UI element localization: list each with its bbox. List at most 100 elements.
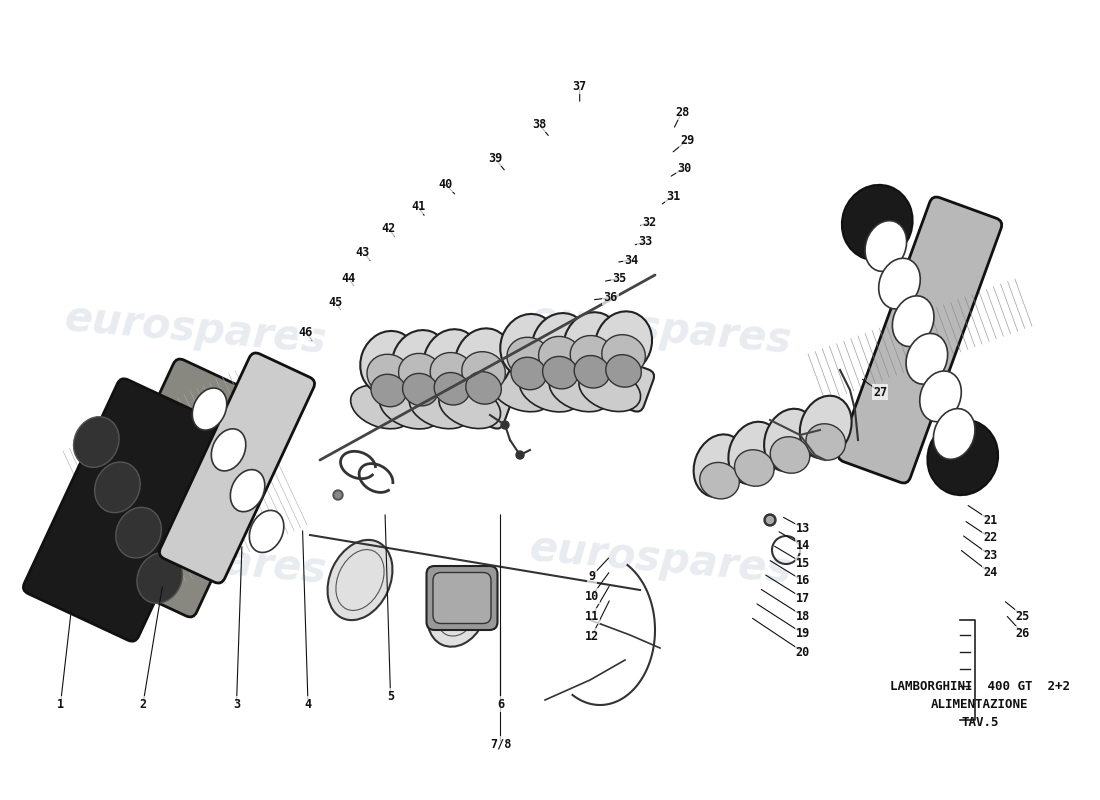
Text: 40: 40 bbox=[439, 178, 452, 190]
Text: 32: 32 bbox=[642, 216, 656, 229]
Text: 17: 17 bbox=[796, 592, 810, 605]
FancyBboxPatch shape bbox=[23, 378, 233, 642]
Ellipse shape bbox=[116, 507, 162, 558]
Text: 6: 6 bbox=[497, 698, 504, 710]
Text: eurospares: eurospares bbox=[62, 528, 328, 592]
FancyBboxPatch shape bbox=[160, 353, 315, 583]
Text: 19: 19 bbox=[796, 627, 810, 640]
Ellipse shape bbox=[351, 386, 412, 429]
Ellipse shape bbox=[439, 385, 500, 429]
Ellipse shape bbox=[694, 434, 746, 497]
Text: eurospares: eurospares bbox=[527, 298, 793, 362]
Ellipse shape bbox=[379, 386, 441, 429]
FancyBboxPatch shape bbox=[427, 566, 497, 630]
Ellipse shape bbox=[879, 258, 921, 309]
Circle shape bbox=[333, 490, 343, 500]
Ellipse shape bbox=[595, 311, 652, 374]
Text: 39: 39 bbox=[488, 152, 502, 165]
Ellipse shape bbox=[230, 470, 265, 512]
Ellipse shape bbox=[371, 374, 407, 406]
Text: 9: 9 bbox=[588, 570, 595, 582]
Ellipse shape bbox=[95, 462, 140, 513]
Circle shape bbox=[516, 451, 524, 459]
Text: 42: 42 bbox=[382, 222, 395, 234]
Ellipse shape bbox=[549, 368, 610, 412]
Circle shape bbox=[767, 517, 773, 523]
Text: 23: 23 bbox=[983, 549, 997, 562]
FancyBboxPatch shape bbox=[81, 359, 288, 617]
Text: 28: 28 bbox=[675, 106, 689, 118]
Ellipse shape bbox=[512, 358, 547, 390]
Text: 10: 10 bbox=[585, 590, 598, 602]
Ellipse shape bbox=[398, 354, 442, 394]
Ellipse shape bbox=[392, 330, 449, 393]
Text: 35: 35 bbox=[613, 272, 626, 285]
FancyBboxPatch shape bbox=[366, 342, 514, 429]
Text: 3: 3 bbox=[233, 698, 240, 710]
Text: 36: 36 bbox=[604, 291, 617, 304]
Ellipse shape bbox=[428, 578, 486, 646]
Text: 13: 13 bbox=[796, 522, 810, 534]
Ellipse shape bbox=[579, 368, 640, 411]
Text: 16: 16 bbox=[796, 574, 810, 587]
Ellipse shape bbox=[367, 354, 410, 394]
Ellipse shape bbox=[865, 221, 906, 271]
Ellipse shape bbox=[424, 330, 481, 392]
Text: 22: 22 bbox=[983, 531, 997, 544]
Text: 1: 1 bbox=[57, 698, 64, 710]
Ellipse shape bbox=[700, 462, 739, 499]
Text: 27: 27 bbox=[873, 386, 887, 398]
Ellipse shape bbox=[764, 409, 816, 471]
Text: eurospares: eurospares bbox=[527, 528, 793, 592]
Circle shape bbox=[764, 514, 776, 526]
Ellipse shape bbox=[462, 352, 505, 392]
Text: 33: 33 bbox=[639, 235, 652, 248]
Ellipse shape bbox=[806, 424, 846, 460]
FancyBboxPatch shape bbox=[838, 197, 1002, 483]
Text: eurospares: eurospares bbox=[62, 298, 328, 362]
Ellipse shape bbox=[906, 334, 947, 384]
Text: ALIMENTAZIONE: ALIMENTAZIONE bbox=[932, 698, 1028, 711]
Ellipse shape bbox=[927, 420, 998, 495]
Text: 43: 43 bbox=[356, 246, 370, 258]
Text: 41: 41 bbox=[411, 200, 425, 213]
Text: 24: 24 bbox=[983, 566, 997, 579]
Text: 5: 5 bbox=[387, 690, 394, 702]
Ellipse shape bbox=[465, 372, 502, 404]
FancyBboxPatch shape bbox=[506, 324, 654, 412]
Ellipse shape bbox=[800, 396, 851, 458]
Ellipse shape bbox=[570, 335, 614, 376]
Ellipse shape bbox=[360, 331, 417, 394]
Ellipse shape bbox=[892, 296, 934, 346]
FancyBboxPatch shape bbox=[433, 573, 491, 623]
Ellipse shape bbox=[539, 336, 582, 377]
Text: 30: 30 bbox=[678, 162, 691, 174]
Text: 45: 45 bbox=[329, 296, 342, 309]
Text: 15: 15 bbox=[796, 557, 810, 570]
Circle shape bbox=[336, 492, 341, 498]
Text: 7/8: 7/8 bbox=[490, 738, 512, 750]
Ellipse shape bbox=[519, 369, 581, 412]
Text: 26: 26 bbox=[1016, 627, 1030, 640]
Ellipse shape bbox=[606, 354, 641, 387]
Ellipse shape bbox=[430, 353, 474, 393]
Text: 37: 37 bbox=[573, 80, 586, 93]
Text: LAMBORGHINI  400 GT  2+2: LAMBORGHINI 400 GT 2+2 bbox=[890, 680, 1070, 693]
Text: 20: 20 bbox=[796, 646, 810, 658]
Ellipse shape bbox=[842, 185, 913, 260]
Ellipse shape bbox=[211, 429, 245, 471]
Ellipse shape bbox=[409, 386, 471, 429]
Ellipse shape bbox=[542, 356, 579, 389]
Text: 11: 11 bbox=[585, 610, 598, 622]
Text: 18: 18 bbox=[796, 610, 810, 622]
Text: 38: 38 bbox=[532, 118, 546, 130]
Ellipse shape bbox=[455, 328, 513, 391]
Text: 34: 34 bbox=[625, 254, 638, 266]
Text: 25: 25 bbox=[1016, 610, 1030, 622]
Text: 4: 4 bbox=[305, 698, 311, 710]
Text: 29: 29 bbox=[681, 134, 694, 146]
Ellipse shape bbox=[192, 388, 227, 430]
Ellipse shape bbox=[735, 450, 774, 486]
Text: 46: 46 bbox=[299, 326, 312, 338]
Ellipse shape bbox=[434, 373, 470, 405]
